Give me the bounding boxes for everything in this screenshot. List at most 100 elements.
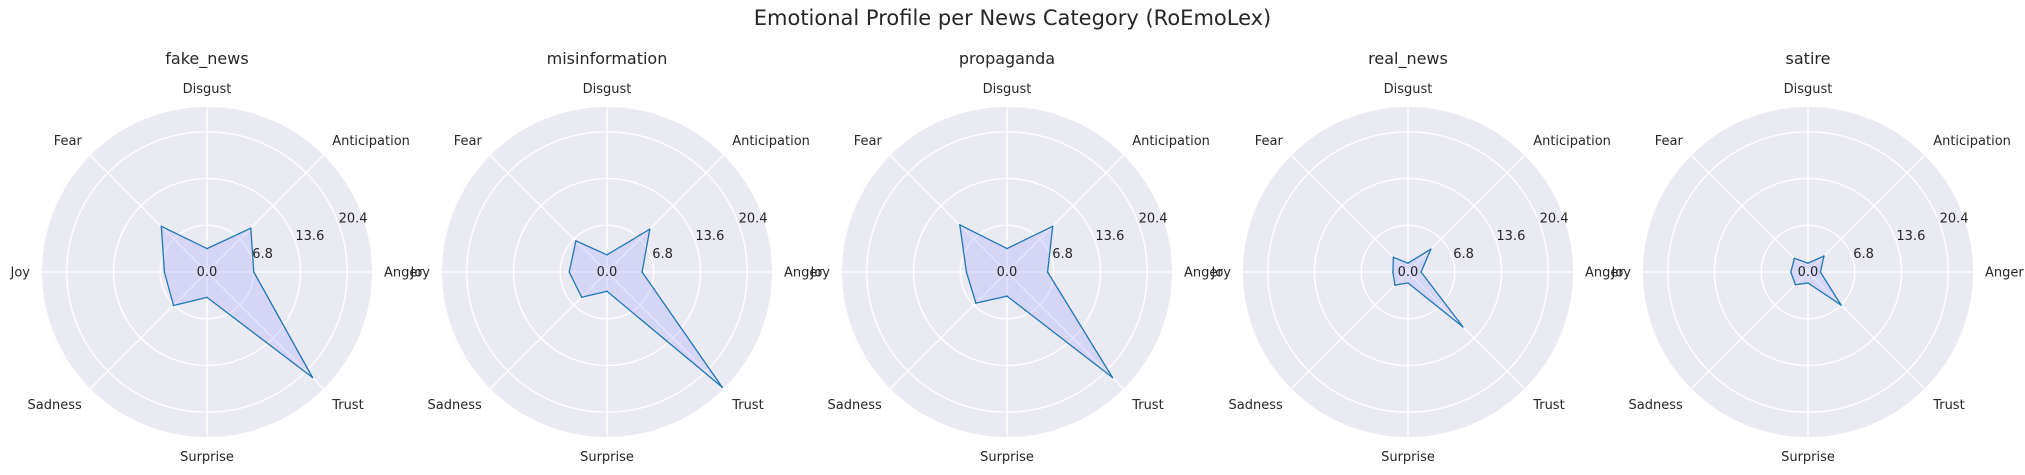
radar-panel-fake-news: 0.0 6.8 13.6 20.4 Anger Anticipation Disgust Fe… bbox=[10, 49, 424, 465]
radar-axis-label-surprise: Surprise bbox=[580, 450, 634, 465]
radar-axis-label-anger: Anger bbox=[1985, 266, 2024, 281]
radar-point-joy bbox=[1790, 271, 1792, 273]
radar-tick-label: 20.4 bbox=[339, 211, 368, 226]
radar-axis-label-trust: Trust bbox=[1532, 398, 1564, 413]
radar-axis-label-trust: Trust bbox=[731, 398, 763, 413]
radar-tick-label: 0.0 bbox=[997, 265, 1018, 280]
radar-point-sadness bbox=[1794, 283, 1797, 286]
radar-point-surprise bbox=[1006, 295, 1008, 297]
radar-point-sadness bbox=[1394, 284, 1396, 286]
radar-spoke bbox=[1006, 154, 1125, 273]
radar-axis-label-anticipation: Anticipation bbox=[332, 134, 410, 149]
radar-axis-label-anger: Anger bbox=[1184, 266, 1223, 281]
radar-tick-label: 0.0 bbox=[1798, 265, 1819, 280]
radar-tick-label: 6.8 bbox=[1853, 247, 1874, 262]
radar-axis-label-fear: Fear bbox=[54, 134, 83, 149]
radar-axis-label-surprise: Surprise bbox=[980, 450, 1034, 465]
radar-axis-label-disgust: Disgust bbox=[983, 82, 1032, 97]
radar-axis-label-sadness: Sadness bbox=[1629, 398, 1683, 413]
radar-tick-label: 0.0 bbox=[597, 265, 618, 280]
radar-point-anger bbox=[1420, 271, 1422, 273]
radar-point-joy bbox=[568, 271, 570, 273]
radar-spoke bbox=[1407, 154, 1526, 273]
radar-point-trust bbox=[1462, 326, 1464, 328]
radar-panel-propaganda: 0.0 6.8 13.6 20.4 Anger Anticipation Disgust Fe… bbox=[810, 49, 1224, 465]
radar-point-anticipation bbox=[1430, 248, 1432, 250]
radar-axis-label-trust: Trust bbox=[331, 398, 363, 413]
radar-axis-label-trust: Trust bbox=[1131, 398, 1163, 413]
radar-axis-label-fear: Fear bbox=[454, 134, 483, 149]
radar-axis-label-anger: Anger bbox=[384, 266, 423, 281]
radar-point-disgust bbox=[206, 247, 208, 250]
figure-title: Emotional Profile per News Category (RoE… bbox=[753, 6, 1272, 30]
radar-point-anger bbox=[641, 271, 643, 273]
radar-point-anticipation bbox=[1051, 225, 1054, 228]
radar-axis-label-anger: Anger bbox=[1585, 266, 1624, 281]
radar-point-anticipation bbox=[649, 228, 651, 230]
radar-axis-label-sadness: Sadness bbox=[1229, 398, 1283, 413]
radar-axis-label-surprise: Surprise bbox=[1381, 450, 1435, 465]
radar-axis-label-fear: Fear bbox=[854, 134, 883, 149]
radar-axis-label-anticipation: Anticipation bbox=[732, 134, 810, 149]
radar-spoke bbox=[89, 271, 208, 390]
radar-spoke bbox=[1807, 271, 1926, 390]
radar-point-joy bbox=[163, 271, 166, 273]
radar-point-trust bbox=[721, 386, 723, 389]
radar-point-joy bbox=[1392, 271, 1394, 273]
radar-point-anger bbox=[253, 271, 255, 273]
radar-spoke bbox=[206, 271, 325, 390]
radar-point-fear bbox=[1793, 257, 1796, 260]
radar-tick-label: 13.6 bbox=[1896, 229, 1925, 244]
radar-panel-satire: 0.0 6.8 13.6 20.4 Anger Anticipation Disgust Fe… bbox=[1611, 49, 2025, 465]
radar-point-surprise bbox=[1807, 282, 1809, 284]
radar-point-disgust bbox=[606, 254, 608, 256]
radar-axis-label-joy: Joy bbox=[410, 266, 431, 281]
radar-spoke bbox=[1290, 154, 1409, 273]
radar-tick-label: 20.4 bbox=[1139, 211, 1168, 226]
radar-tick-label: 13.6 bbox=[1496, 229, 1525, 244]
radar-point-fear bbox=[575, 240, 577, 242]
radar-axis-label-anticipation: Anticipation bbox=[1533, 134, 1611, 149]
radar-spoke bbox=[606, 154, 725, 273]
radar-point-sadness bbox=[172, 304, 175, 307]
radar-title: propaganda bbox=[959, 49, 1055, 68]
radar-spoke bbox=[1407, 271, 1526, 390]
radar-point-disgust bbox=[1407, 262, 1409, 264]
radar-axis-label-disgust: Disgust bbox=[1384, 82, 1433, 97]
radar-tick-label: 13.6 bbox=[695, 229, 724, 244]
radar-tick-label: 13.6 bbox=[1095, 229, 1124, 244]
radar-tick-label: 6.8 bbox=[252, 247, 273, 262]
radar-point-fear bbox=[959, 224, 961, 226]
radar-title: misinformation bbox=[547, 49, 668, 68]
radar-point-surprise bbox=[1407, 282, 1409, 284]
radar-point-fear bbox=[160, 225, 163, 228]
radar-axis-label-disgust: Disgust bbox=[183, 82, 232, 97]
radar-tick-label: 6.8 bbox=[1453, 247, 1474, 262]
radar-point-trust bbox=[311, 376, 314, 379]
radar-axis-label-joy: Joy bbox=[10, 266, 31, 281]
radar-spoke bbox=[489, 154, 608, 273]
radar-spoke bbox=[206, 154, 325, 273]
radar-point-surprise bbox=[606, 290, 608, 293]
radar-axis-label-trust: Trust bbox=[1932, 398, 1964, 413]
radar-axis-label-sadness: Sadness bbox=[828, 398, 882, 413]
radar-spoke bbox=[1690, 154, 1809, 273]
radar-axis-label-sadness: Sadness bbox=[28, 398, 82, 413]
radar-point-trust bbox=[1840, 304, 1842, 306]
radar-axis-label-surprise: Surprise bbox=[180, 450, 234, 465]
radar-tick-label: 6.8 bbox=[1052, 247, 1073, 262]
radar-title: real_news bbox=[1368, 49, 1448, 69]
radar-point-trust bbox=[1111, 376, 1114, 379]
radar-spoke bbox=[606, 271, 725, 390]
radar-title: satire bbox=[1786, 49, 1831, 68]
radar-axis-label-joy: Joy bbox=[1611, 266, 1632, 281]
radar-point-anticipation bbox=[250, 227, 252, 229]
radar-axis-label-anticipation: Anticipation bbox=[1132, 134, 1210, 149]
radar-spoke bbox=[1690, 271, 1809, 390]
radar-axis-label-surprise: Surprise bbox=[1781, 450, 1835, 465]
radar-tick-label: 13.6 bbox=[295, 229, 324, 244]
radar-panel-real-news: 0.0 6.8 13.6 20.4 Anger Anticipation Disgust Fe… bbox=[1211, 49, 1625, 465]
radar-panel-misinformation: 0.0 6.8 13.6 20.4 Anger Anticipation Disgust Fe… bbox=[410, 49, 824, 465]
radar-axis-label-disgust: Disgust bbox=[1784, 82, 1833, 97]
